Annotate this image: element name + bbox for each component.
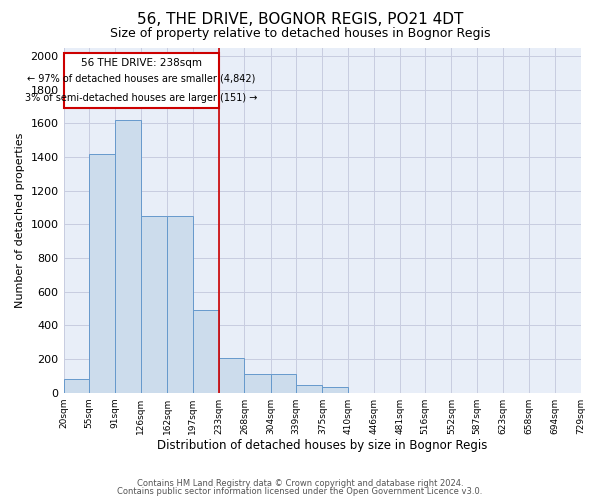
Bar (296, 385, 322, 392)
Bar (193, 310, 219, 392)
Bar (271, 374, 296, 392)
Bar (89, 154, 115, 392)
Bar (167, 216, 193, 392)
Text: 56, THE DRIVE, BOGNOR REGIS, PO21 4DT: 56, THE DRIVE, BOGNOR REGIS, PO21 4DT (137, 12, 463, 28)
Bar (64, 52, 219, 108)
Text: 3% of semi-detached houses are larger (151) →: 3% of semi-detached houses are larger (1… (25, 93, 257, 103)
Bar (115, 120, 141, 392)
Text: 56 THE DRIVE: 238sqm: 56 THE DRIVE: 238sqm (80, 58, 202, 68)
Bar (141, 216, 167, 392)
Text: ← 97% of detached houses are smaller (4,842): ← 97% of detached houses are smaller (4,… (27, 74, 256, 84)
Y-axis label: Number of detached properties: Number of detached properties (15, 132, 25, 308)
Bar (219, 358, 244, 392)
X-axis label: Distribution of detached houses by size in Bognor Regis: Distribution of detached houses by size … (157, 440, 487, 452)
Bar (322, 387, 348, 392)
Text: Contains public sector information licensed under the Open Government Licence v3: Contains public sector information licen… (118, 487, 482, 496)
Text: Contains HM Land Registry data © Crown copyright and database right 2024.: Contains HM Land Registry data © Crown c… (137, 478, 463, 488)
Bar (244, 374, 271, 392)
Text: Size of property relative to detached houses in Bognor Regis: Size of property relative to detached ho… (110, 28, 490, 40)
Bar (64, 379, 89, 392)
